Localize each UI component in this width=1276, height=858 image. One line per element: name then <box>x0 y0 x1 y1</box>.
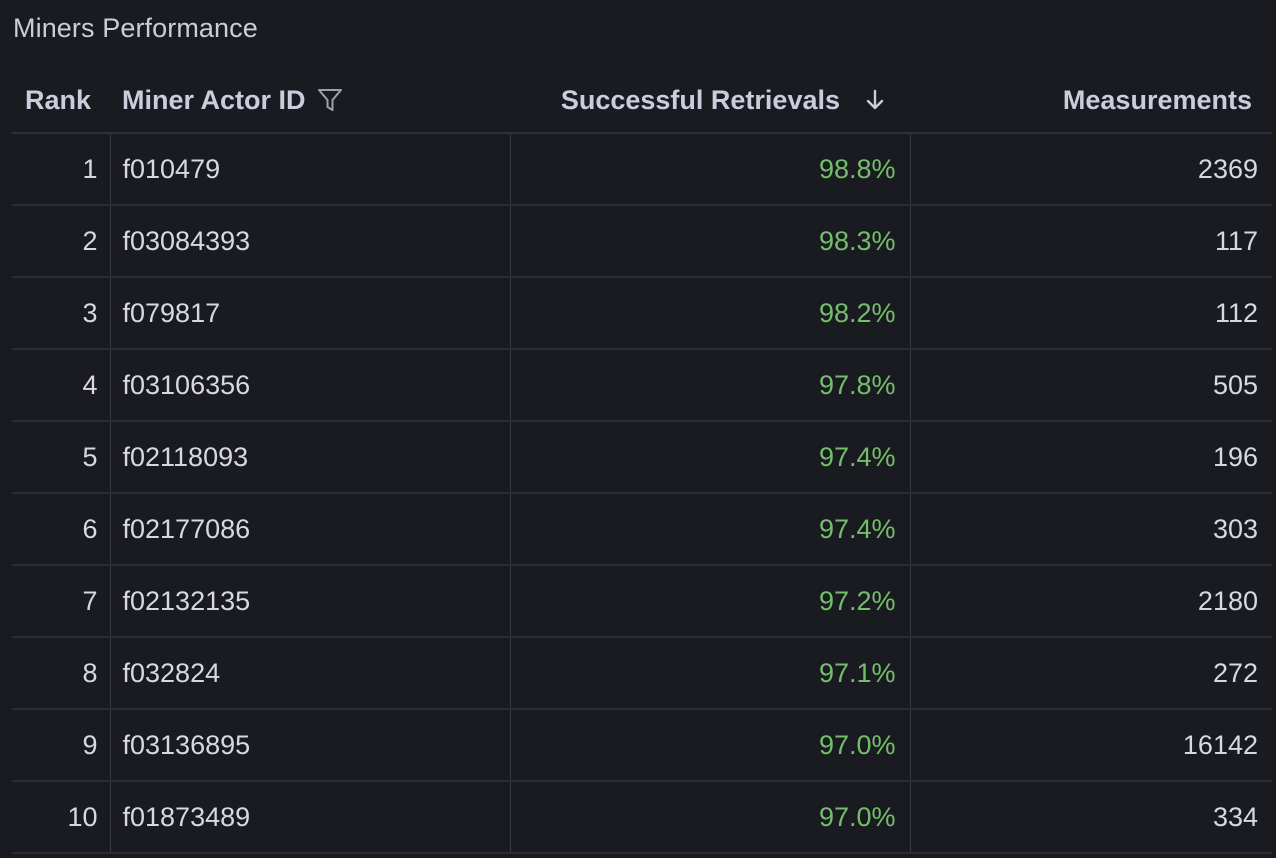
measurements-cell: 196 <box>910 421 1272 494</box>
rank-cell: 2 <box>12 205 111 278</box>
column-header-successful-retrievals[interactable]: Successful Retrievals <box>510 68 910 134</box>
table-row: 2 f03084393 98.3% 117 <box>12 205 1272 278</box>
header-row: Rank Miner Actor ID Successful Ret <box>12 68 1272 134</box>
successful-retrievals-cell: 97.0% <box>510 709 911 782</box>
successful-retrievals-cell: 97.2% <box>510 565 911 638</box>
rank-cell: 5 <box>12 421 111 494</box>
table-row: 5 f02118093 97.4% 196 <box>12 421 1272 494</box>
rank-cell: 1 <box>12 133 111 206</box>
measurements-cell: 334 <box>910 781 1272 854</box>
column-header-measurements[interactable]: Measurements <box>910 68 1272 134</box>
panel-title[interactable]: Miners Performance <box>13 13 258 43</box>
table-row: 7 f02132135 97.2% 2180 <box>12 565 1272 638</box>
arrow-down-icon <box>864 88 886 112</box>
miner-id-cell: f01873489 <box>110 781 511 854</box>
table-row: 9 f03136895 97.0% 16142 <box>12 709 1272 782</box>
rank-cell: 4 <box>12 349 111 422</box>
rank-cell: 6 <box>12 493 111 566</box>
miner-id-cell: f02118093 <box>110 421 511 494</box>
miner-id-cell: f03136895 <box>110 709 511 782</box>
miners-table: Rank Miner Actor ID Successful Ret <box>12 68 1272 854</box>
rank-cell: 7 <box>12 565 111 638</box>
table-row: 3 f079817 98.2% 112 <box>12 277 1272 350</box>
column-header-measurements-label: Measurements <box>1062 84 1252 115</box>
rank-cell: 10 <box>12 781 111 854</box>
column-header-rank[interactable]: Rank <box>12 68 110 134</box>
table-row: 6 f02177086 97.4% 303 <box>12 493 1272 566</box>
miner-id-cell: f02132135 <box>110 565 511 638</box>
filter-icon[interactable] <box>316 86 344 114</box>
measurements-cell: 272 <box>910 637 1272 710</box>
measurements-cell: 2369 <box>910 133 1272 206</box>
successful-retrievals-cell: 97.4% <box>510 493 911 566</box>
measurements-cell: 117 <box>910 205 1272 278</box>
table-header: Rank Miner Actor ID Successful Ret <box>12 68 1272 134</box>
successful-retrievals-cell: 98.2% <box>510 277 911 350</box>
column-header-rank-label: Rank <box>25 84 92 115</box>
miner-id-cell: f010479 <box>110 133 511 206</box>
table-body: 1 f010479 98.8% 2369 2 f03084393 98.3% 1… <box>12 133 1272 854</box>
miner-id-cell: f03084393 <box>110 205 511 278</box>
column-header-miner-id[interactable]: Miner Actor ID <box>110 68 510 134</box>
rank-cell: 3 <box>12 277 111 350</box>
table-row: 10 f01873489 97.0% 334 <box>12 781 1272 854</box>
table-row: 8 f032824 97.1% 272 <box>12 637 1272 710</box>
miner-id-cell: f02177086 <box>110 493 511 566</box>
column-header-successful-retrievals-label: Successful Retrievals <box>560 84 840 115</box>
successful-retrievals-cell: 98.3% <box>510 205 911 278</box>
successful-retrievals-cell: 97.1% <box>510 637 911 710</box>
miner-id-cell: f032824 <box>110 637 511 710</box>
rank-cell: 9 <box>12 709 111 782</box>
miner-id-cell: f079817 <box>110 277 511 350</box>
column-header-miner-id-label: Miner Actor ID <box>122 84 306 115</box>
successful-retrievals-cell: 97.4% <box>510 421 911 494</box>
measurements-cell: 2180 <box>910 565 1272 638</box>
successful-retrievals-cell: 97.8% <box>510 349 911 422</box>
measurements-cell: 112 <box>910 277 1272 350</box>
table-row: 1 f010479 98.8% 2369 <box>12 133 1272 206</box>
measurements-cell: 303 <box>910 493 1272 566</box>
table-row: 4 f03106356 97.8% 505 <box>12 349 1272 422</box>
successful-retrievals-cell: 97.0% <box>510 781 911 854</box>
successful-retrievals-cell: 98.8% <box>510 133 911 206</box>
rank-cell: 8 <box>12 637 111 710</box>
miner-id-cell: f03106356 <box>110 349 511 422</box>
measurements-cell: 505 <box>910 349 1272 422</box>
measurements-cell: 16142 <box>910 709 1272 782</box>
